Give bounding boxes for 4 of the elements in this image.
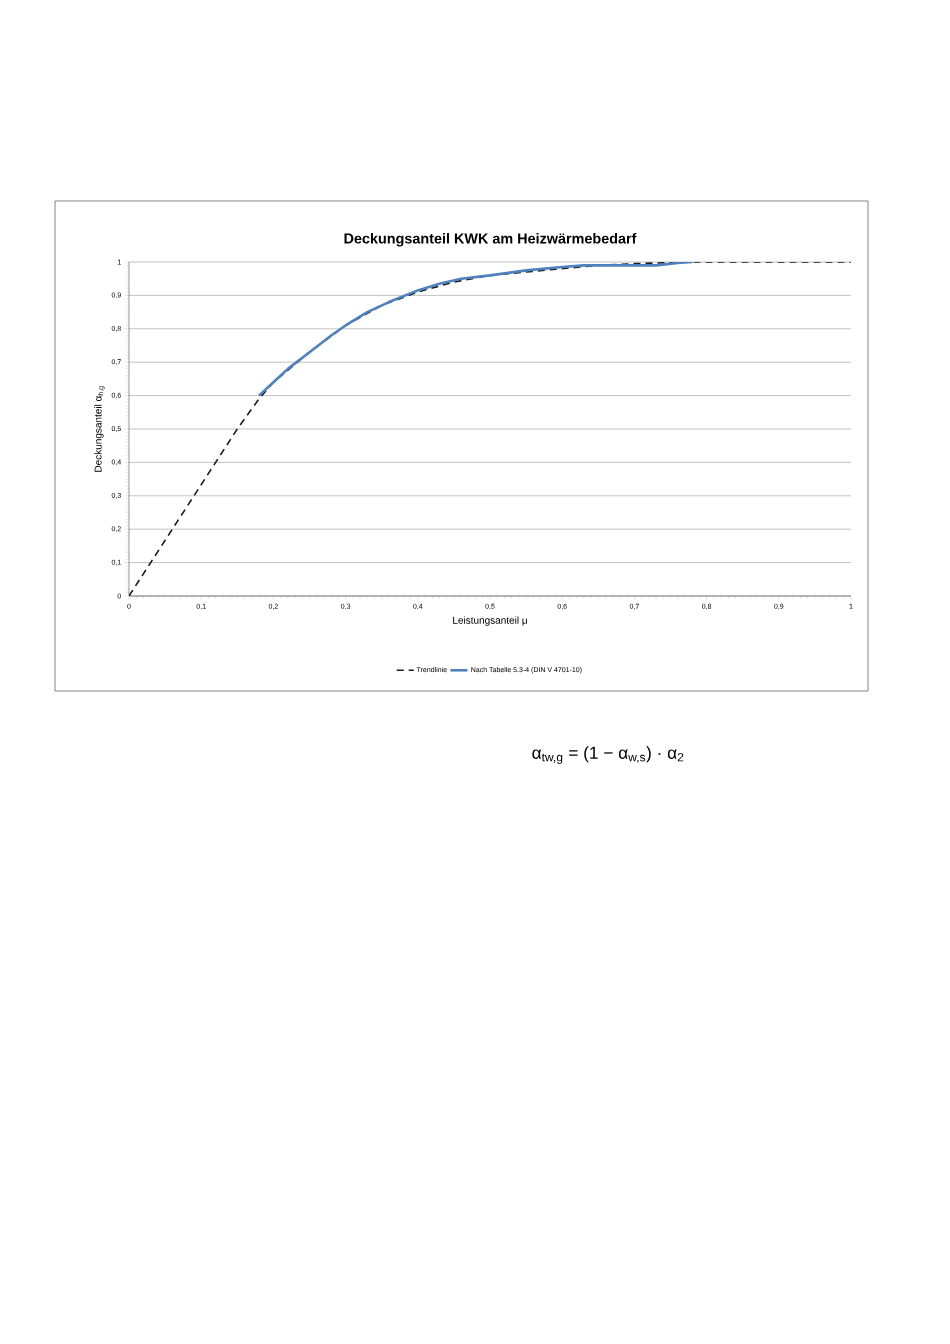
y-axis-title: Deckungsanteil α$_{h,g}$ [94, 386, 105, 472]
x-axis-title: Leistungsanteil μ [453, 616, 527, 626]
text: α$_{tw,g}$ = (1 − α$_{w,s}$) · α$_{2}$ [532, 746, 684, 764]
chart-title: Deckungsanteil KWK am Heizwärmebedarf [344, 232, 637, 247]
